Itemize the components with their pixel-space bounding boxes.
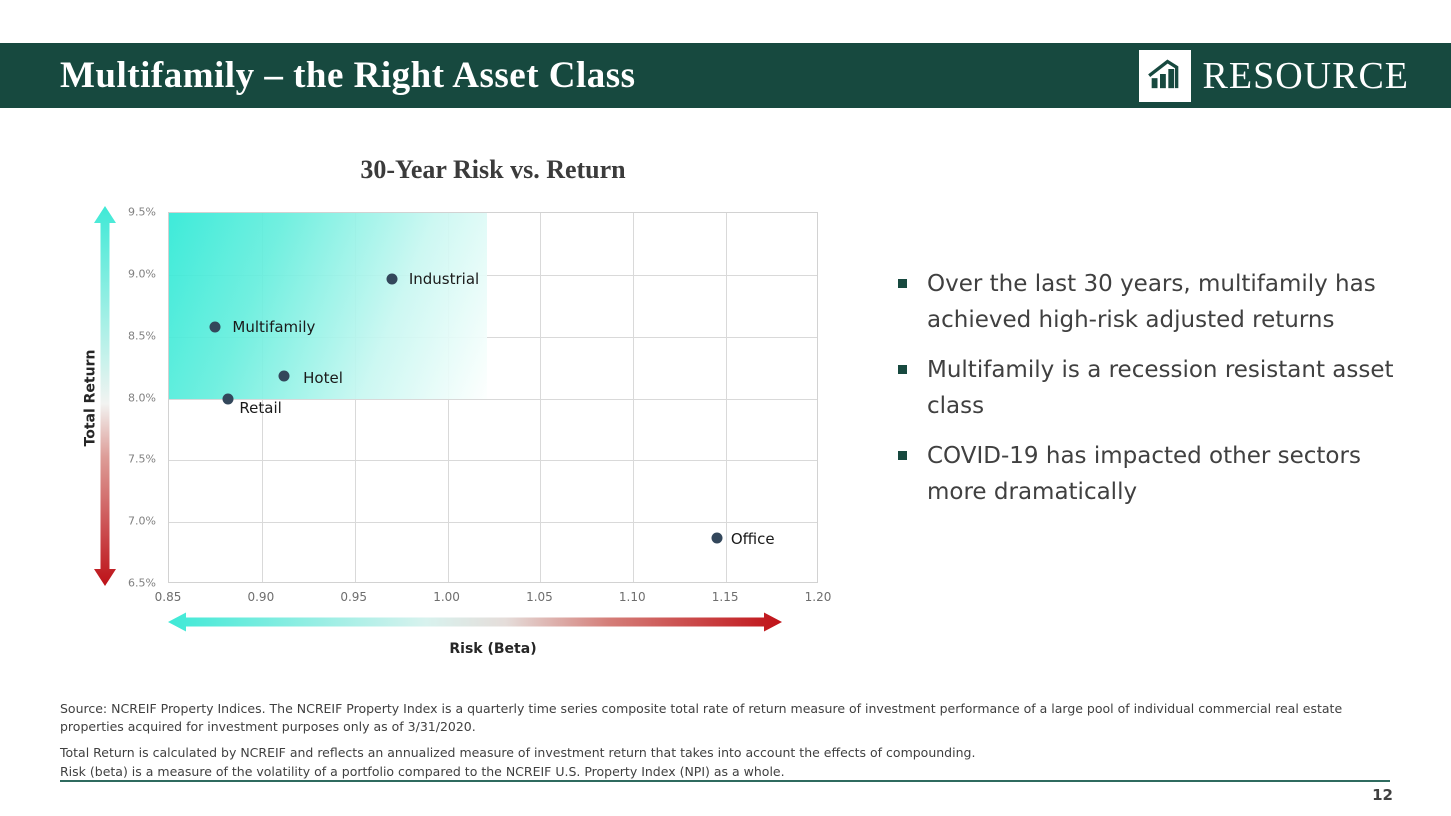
- risk-gradient-arrow: [168, 610, 782, 638]
- logo-box: [1138, 49, 1191, 102]
- source-note: Source: NCREIF Property Indices. The NCR…: [60, 701, 1343, 734]
- gridline: [169, 460, 817, 462]
- data-point-retail: [222, 393, 234, 404]
- x-tick-label: 1.15: [711, 590, 739, 604]
- data-point-industrial: [386, 273, 398, 285]
- x-axis-ticks: 0.85 0.90 0.95 1.00 1.05 1.10 1.15 1.20: [155, 590, 832, 606]
- x-tick-label: 1.10: [618, 590, 646, 604]
- footer-notes: Source: NCREIF Property Indices. The NCR…: [60, 700, 1400, 781]
- y-tick-label: 7.5%: [128, 452, 156, 466]
- y-axis-ticks: 6.5% 7.0% 7.5% 8.0% 8.5% 9.0% 9.5%: [110, 206, 162, 590]
- bullet-item: Multifamily is a recession resistant ass…: [898, 352, 1398, 424]
- y-tick-label: 6.5%: [128, 576, 156, 590]
- bullet-list: Over the last 30 years, multifamily has …: [898, 266, 1398, 524]
- x-tick-label: 0.95: [340, 590, 368, 604]
- data-point-hotel: [278, 370, 290, 382]
- y-axis-title: Total Return: [82, 349, 99, 447]
- x-tick-label: 0.90: [247, 590, 275, 604]
- header-band: Multifamily – the Right Asset Class RESO…: [0, 43, 1451, 108]
- data-point-multifamily: [209, 321, 221, 333]
- risk-beta-note: Risk (beta) is a measure of the volatili…: [60, 763, 785, 779]
- page-title: Multifamily – the Right Asset Class: [60, 55, 636, 96]
- data-point-label: Office: [730, 530, 775, 549]
- low-risk-highlight-region: [169, 213, 487, 399]
- x-tick-label: 1.00: [433, 590, 460, 604]
- x-axis-title: Risk (Beta): [449, 641, 537, 657]
- total-return-gradient-arrow: [92, 206, 118, 590]
- x-tick-label: 1.05: [526, 590, 553, 604]
- gridline: [169, 336, 817, 338]
- gridline: [169, 274, 817, 276]
- y-tick-label: 8.5%: [128, 329, 156, 343]
- bullet-text: Multifamily is a recession resistant ass…: [927, 357, 1394, 419]
- gridline: [169, 522, 817, 524]
- data-point-label: Industrial: [408, 269, 480, 288]
- square-bullet-icon: [898, 365, 907, 374]
- y-tick-label: 9.5%: [128, 205, 156, 219]
- gridline: [726, 213, 728, 582]
- y-tick-label: 8.0%: [128, 391, 156, 404]
- logo-wordmark: RESOURCE: [1202, 54, 1409, 97]
- bullet-text: COVID-19 has impacted other sectors more…: [927, 443, 1361, 505]
- data-point-label: Retail: [239, 398, 282, 417]
- bullet-text: Over the last 30 years, multifamily has …: [927, 271, 1376, 333]
- square-bullet-icon: [898, 451, 907, 460]
- bottom-divider: [60, 780, 1390, 782]
- data-point-office: [711, 532, 723, 544]
- bullet-item: COVID-19 has impacted other sectors more…: [898, 438, 1398, 510]
- gridline: [169, 398, 817, 400]
- chart-title: 30-Year Risk vs. Return: [360, 155, 626, 184]
- y-tick-label: 9.0%: [128, 267, 156, 281]
- gridline: [633, 213, 635, 582]
- bullet-item: Over the last 30 years, multifamily has …: [898, 266, 1398, 338]
- x-tick-label: 1.20: [804, 590, 832, 604]
- logo: RESOURCE: [1138, 43, 1409, 108]
- plot-area: Industrial Multifamily Hotel Retail Office: [168, 212, 818, 583]
- y-tick-label: 7.0%: [128, 514, 156, 528]
- gridline: [540, 213, 542, 582]
- total-return-note: Total Return is calculated by NCREIF and…: [60, 745, 976, 760]
- data-point-label: Hotel: [303, 369, 343, 388]
- square-bullet-icon: [898, 279, 907, 288]
- bar-chart-icon: [1145, 54, 1185, 98]
- page-number: 12: [1372, 786, 1393, 804]
- data-point-label: Multifamily: [232, 317, 316, 336]
- x-tick-label: 0.85: [154, 590, 182, 604]
